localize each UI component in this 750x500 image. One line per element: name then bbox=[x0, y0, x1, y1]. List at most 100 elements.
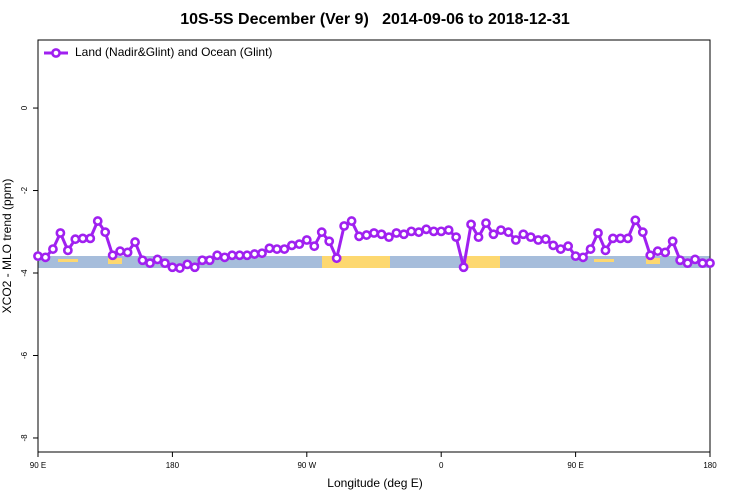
x-tick-label: 90 E bbox=[30, 461, 46, 470]
point bbox=[48, 244, 58, 254]
point bbox=[62, 245, 73, 256]
point bbox=[316, 227, 327, 238]
legend-label: Land (Nadir&Glint) and Ocean (Glint) bbox=[75, 45, 272, 59]
point bbox=[137, 255, 148, 266]
point bbox=[570, 251, 581, 262]
point bbox=[286, 240, 297, 251]
point bbox=[204, 255, 215, 266]
point bbox=[555, 244, 566, 254]
point bbox=[705, 258, 715, 269]
y-tick-label: -2 bbox=[20, 186, 29, 194]
point bbox=[309, 241, 320, 252]
point bbox=[249, 249, 260, 259]
point bbox=[548, 240, 559, 251]
point bbox=[652, 246, 663, 257]
point bbox=[660, 247, 671, 258]
point bbox=[301, 235, 312, 245]
point bbox=[697, 258, 708, 269]
point bbox=[331, 253, 342, 264]
point bbox=[533, 235, 544, 245]
point bbox=[436, 226, 447, 237]
point bbox=[40, 252, 51, 263]
point bbox=[540, 234, 551, 245]
point bbox=[174, 263, 185, 273]
land-strip bbox=[646, 258, 660, 264]
point bbox=[160, 258, 170, 269]
point bbox=[510, 235, 521, 245]
point bbox=[690, 254, 700, 265]
point bbox=[585, 244, 596, 254]
land-strip bbox=[594, 259, 614, 262]
x-tick-label: 180 bbox=[703, 461, 717, 470]
point bbox=[466, 219, 476, 230]
point bbox=[518, 229, 529, 240]
point bbox=[182, 259, 193, 270]
point bbox=[242, 250, 252, 261]
point bbox=[608, 233, 618, 244]
y-tick-label: -8 bbox=[20, 434, 29, 442]
point bbox=[264, 243, 275, 254]
plot-frame bbox=[37, 39, 711, 453]
legend-marker bbox=[51, 48, 61, 58]
x-tick-label: 90 W bbox=[297, 461, 316, 470]
point bbox=[578, 252, 588, 263]
point bbox=[481, 218, 491, 229]
point bbox=[92, 216, 103, 226]
x-tick-label: 180 bbox=[166, 461, 180, 470]
point bbox=[496, 225, 506, 236]
point bbox=[645, 250, 656, 261]
chart-title: 10S-5S December (Ver 9) 2014-09-06 to 20… bbox=[180, 11, 570, 28]
point bbox=[130, 237, 140, 247]
point bbox=[197, 255, 208, 266]
point bbox=[354, 231, 364, 242]
y-tick-label: 0 bbox=[20, 105, 29, 110]
point bbox=[421, 224, 432, 235]
point bbox=[152, 254, 163, 265]
point bbox=[227, 250, 238, 261]
point bbox=[189, 262, 200, 273]
point bbox=[294, 239, 305, 250]
point bbox=[219, 252, 230, 263]
point bbox=[376, 229, 387, 240]
point bbox=[630, 215, 641, 226]
point bbox=[257, 248, 267, 259]
point bbox=[122, 247, 133, 258]
point bbox=[458, 262, 469, 273]
point bbox=[637, 227, 648, 238]
point bbox=[279, 244, 290, 254]
point bbox=[33, 251, 43, 262]
land-strip bbox=[466, 256, 500, 268]
point bbox=[443, 225, 454, 236]
point bbox=[384, 232, 394, 243]
y-tick-label: -6 bbox=[20, 351, 29, 359]
point bbox=[451, 232, 462, 243]
land-strip bbox=[58, 259, 78, 262]
point bbox=[100, 227, 111, 238]
point bbox=[70, 234, 81, 245]
x-tick-label: 90 E bbox=[567, 461, 583, 470]
point bbox=[361, 230, 372, 240]
point bbox=[77, 233, 88, 244]
point bbox=[406, 226, 417, 237]
point bbox=[145, 258, 155, 269]
point bbox=[272, 244, 282, 254]
point bbox=[563, 241, 574, 252]
point bbox=[212, 250, 223, 261]
point bbox=[369, 228, 379, 238]
y-tick-label: -4 bbox=[20, 269, 29, 277]
point bbox=[675, 255, 686, 266]
land-strip bbox=[108, 258, 122, 264]
point bbox=[107, 250, 118, 261]
x-axis-label: Longitude (deg E) bbox=[327, 476, 422, 490]
point bbox=[600, 245, 611, 256]
point bbox=[85, 233, 96, 244]
point bbox=[682, 258, 693, 269]
point bbox=[667, 236, 678, 247]
point bbox=[167, 262, 178, 273]
point bbox=[346, 216, 357, 226]
point bbox=[473, 232, 484, 243]
point bbox=[234, 250, 245, 261]
point bbox=[391, 228, 402, 238]
point bbox=[115, 246, 126, 257]
